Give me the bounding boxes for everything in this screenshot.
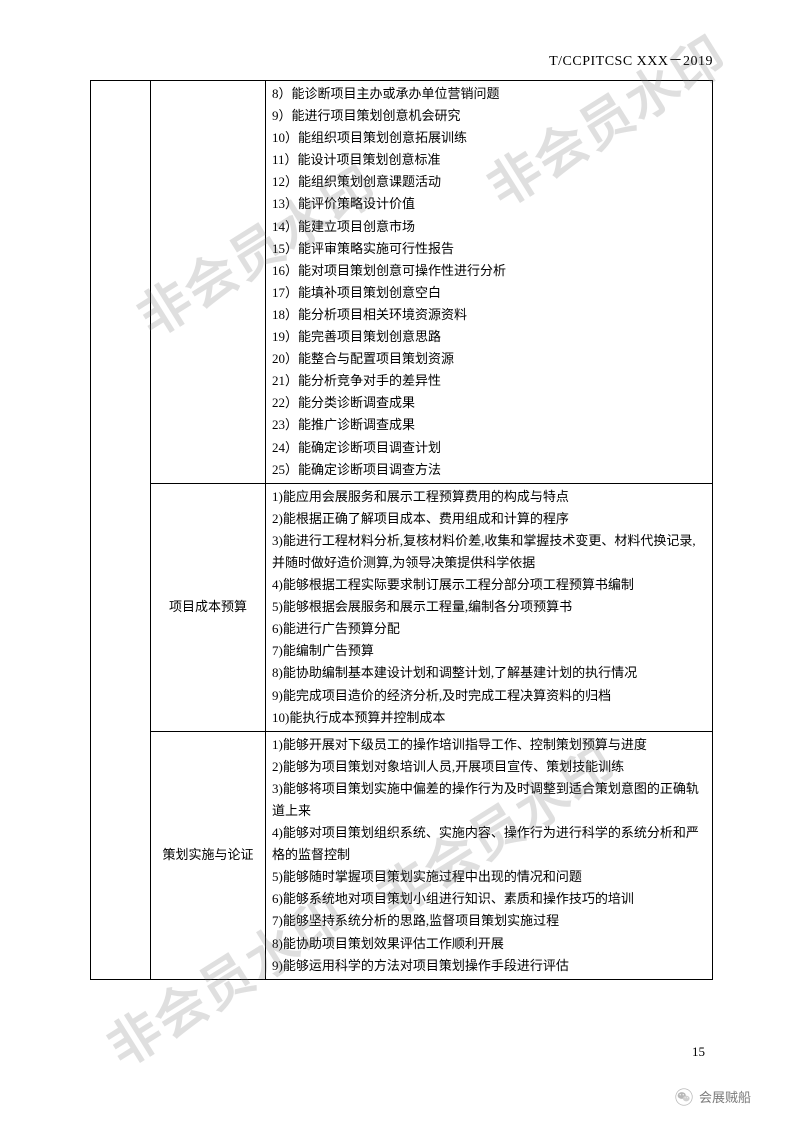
list-item: 25）能确定诊断项目调查方法: [272, 459, 706, 481]
list-item: 8）能诊断项目主办或承办单位营销问题: [272, 83, 706, 105]
list-item: 6)能进行广告预算分配: [272, 618, 706, 640]
table-row-label: 策划实施与论证: [151, 731, 266, 979]
list-item: 21）能分析竞争对手的差异性: [272, 370, 706, 392]
list-item: 7)能够坚持系统分析的思路,监督项目策划实施过程: [272, 910, 706, 932]
list-item: 8)能协助编制基本建设计划和调整计划,了解基建计划的执行情况: [272, 662, 706, 684]
wechat-icon: [675, 1088, 693, 1106]
list-item: 17）能填补项目策划创意空白: [272, 282, 706, 304]
list-item: 22）能分类诊断调查成果: [272, 392, 706, 414]
table-col1-empty: [91, 81, 151, 980]
list-item: 2)能根据正确了解项目成本、费用组成和计算的程序: [272, 508, 706, 530]
list-item: 10)能执行成本预算并控制成本: [272, 707, 706, 729]
table-row-label: [151, 81, 266, 484]
list-item: 8)能协助项目策划效果评估工作顺利开展: [272, 933, 706, 955]
list-item: 12）能组织策划创意课题活动: [272, 171, 706, 193]
list-item: 9)能完成项目造价的经济分析,及时完成工程决算资料的归档: [272, 685, 706, 707]
list-item: 2)能够为项目策划对象培训人员,开展项目宣传、策划技能训练: [272, 756, 706, 778]
document-code: T/CCPITCSC XXX－2019: [90, 50, 713, 70]
list-item: 20）能整合与配置项目策划资源: [272, 348, 706, 370]
list-item: 19）能完善项目策划创意思路: [272, 326, 706, 348]
list-item: 3)能够将项目策划实施中偏差的操作行为及时调整到适合策划意图的正确轨道上来: [272, 778, 706, 822]
list-item: 3)能进行工程材料分析,复核材料价差,收集和掌握技术变更、材料代换记录,并随时做…: [272, 530, 706, 574]
list-item: 1)能应用会展服务和展示工程预算费用的构成与特点: [272, 486, 706, 508]
footer-tag-text: 会展贼船: [699, 1087, 751, 1106]
table-row-content: 8）能诊断项目主办或承办单位营销问题9）能进行项目策划创意机会研究10）能组织项…: [266, 81, 713, 484]
list-item: 11）能设计项目策划创意标准: [272, 149, 706, 171]
page-number: 15: [692, 1044, 705, 1060]
list-item: 14）能建立项目创意市场: [272, 216, 706, 238]
footer-tag: 会展贼船: [675, 1087, 751, 1106]
list-item: 9)能够运用科学的方法对项目策划操作手段进行评估: [272, 955, 706, 977]
table-row-content: 1)能够开展对下级员工的操作培训指导工作、控制策划预算与进度2)能够为项目策划对…: [266, 731, 713, 979]
list-item: 10）能组织项目策划创意拓展训练: [272, 127, 706, 149]
list-item: 13）能评价策略设计价值: [272, 193, 706, 215]
list-item: 4)能够根据工程实际要求制订展示工程分部分项工程预算书编制: [272, 574, 706, 596]
list-item: 24）能确定诊断项目调查计划: [272, 437, 706, 459]
table-row-label: 项目成本预算: [151, 483, 266, 731]
list-item: 7)能编制广告预算: [272, 640, 706, 662]
list-item: 1)能够开展对下级员工的操作培训指导工作、控制策划预算与进度: [272, 734, 706, 756]
table-row-content: 1)能应用会展服务和展示工程预算费用的构成与特点2)能根据正确了解项目成本、费用…: [266, 483, 713, 731]
list-item: 15）能评审策略实施可行性报告: [272, 238, 706, 260]
list-item: 23）能推广诊断调查成果: [272, 414, 706, 436]
list-item: 5)能够随时掌握项目策划实施过程中出现的情况和问题: [272, 866, 706, 888]
list-item: 6)能够系统地对项目策划小组进行知识、素质和操作技巧的培训: [272, 888, 706, 910]
list-item: 18）能分析项目相关环境资源资料: [272, 304, 706, 326]
list-item: 5)能够根据会展服务和展示工程量,编制各分项预算书: [272, 596, 706, 618]
content-table: 8）能诊断项目主办或承办单位营销问题9）能进行项目策划创意机会研究10）能组织项…: [90, 80, 713, 980]
list-item: 9）能进行项目策划创意机会研究: [272, 105, 706, 127]
list-item: 4)能够对项目策划组织系统、实施内容、操作行为进行科学的系统分析和严格的监督控制: [272, 822, 706, 866]
list-item: 16）能对项目策划创意可操作性进行分析: [272, 260, 706, 282]
